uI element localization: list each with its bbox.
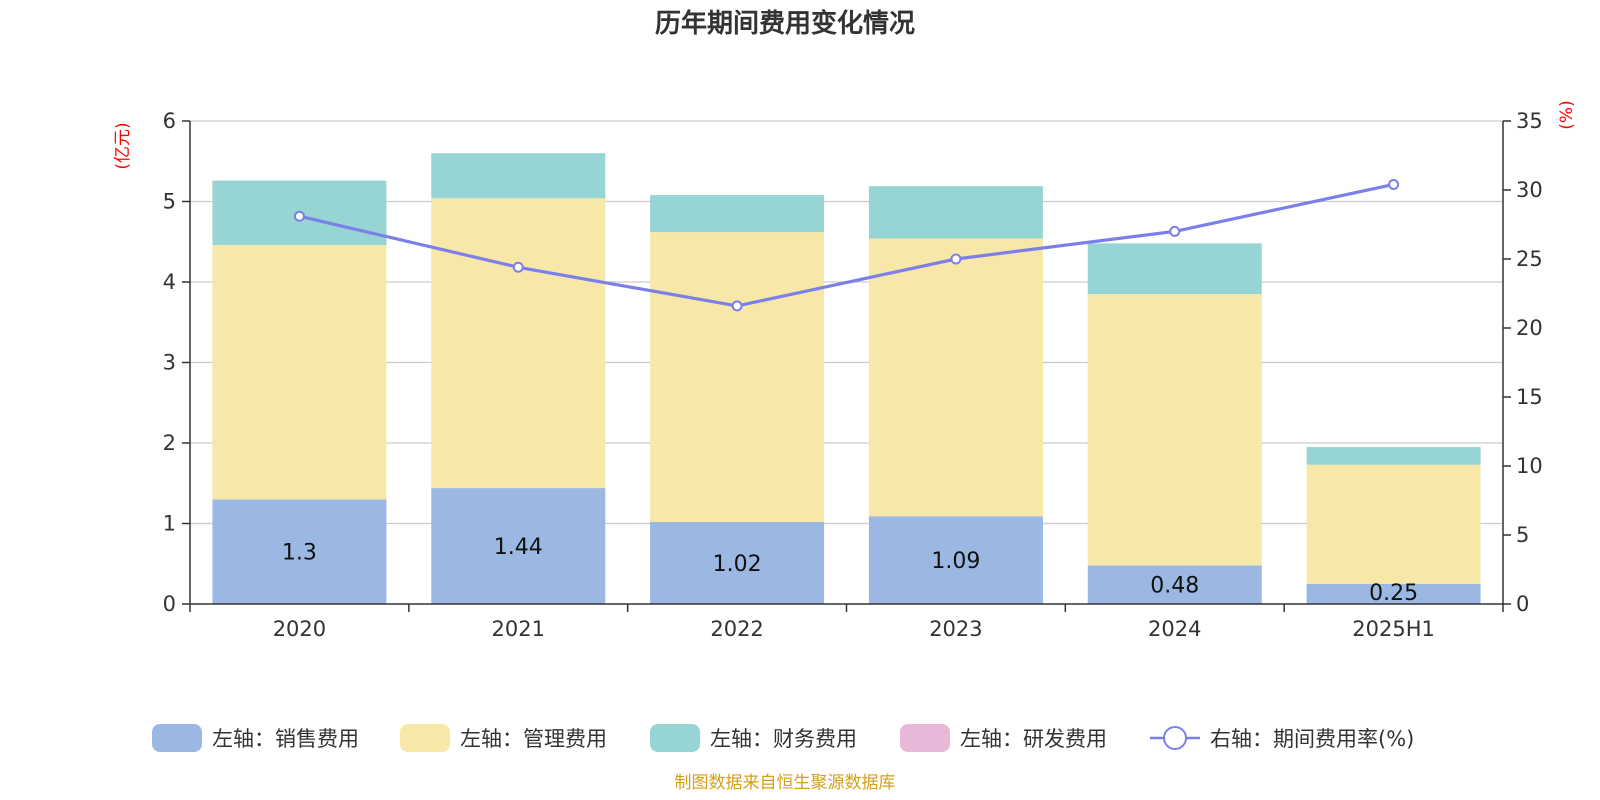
left-axis-tick-label: 5 [163,190,176,214]
legend-label: 左轴：研发费用 [960,727,1107,751]
bar-segment [650,195,825,233]
bar-segment [868,186,1043,239]
bar-segment [1306,464,1481,584]
bar-segment [431,488,606,604]
right-axis-tick-label: 0 [1516,592,1529,616]
right-axis-tick-label: 25 [1516,247,1543,271]
left-axis-tick-label: 4 [163,270,176,294]
left-axis-tick-label: 0 [163,592,176,616]
right-axis-tick-label: 20 [1516,316,1543,340]
left-axis-tick-label: 3 [163,351,176,375]
legend-label: 左轴：管理费用 [460,727,607,751]
legend-label: 左轴：销售费用 [212,727,359,751]
bar-data-label: 0.25 [1369,581,1418,606]
rate-line [299,182,1394,308]
bar-label-layer: 1.3 1.44 1.02 1.09 0.48 0.25 [282,535,1418,606]
bar-segment [1087,565,1262,604]
rate-point [731,300,743,312]
rate-point [293,210,305,222]
legend-swatch [400,724,450,752]
right-axis-tick-label: 30 [1516,178,1543,202]
left-axis-tick-label: 1 [163,512,176,536]
rate-point [950,253,962,265]
bar-segment [431,198,606,489]
bar-data-label: 0.48 [1150,574,1199,599]
bar-segment [650,521,825,604]
x-axis-tick-label: 2022 [710,617,763,641]
bar-segment [212,244,387,500]
bar-segment [868,516,1043,604]
x-axis-tick-label: 2024 [1148,617,1201,641]
right-axis-tick-label: 10 [1516,454,1543,478]
bar-data-label: 1.44 [494,535,543,560]
bar-segment [431,153,606,199]
left-axis-tick-label: 2 [163,431,176,455]
x-axis-tick-label: 2021 [492,617,545,641]
legend-marker [1163,726,1187,750]
rate-point [512,261,524,273]
x-axis-tick-label: 2025H1 [1352,617,1435,641]
right-axis-tick-label: 35 [1516,109,1543,133]
source-note: 制图数据来自恒生聚源数据库 [675,773,896,793]
x-axis-tick-label: 2023 [929,617,982,641]
bar-data-label: 1.09 [931,549,980,574]
line-layer [293,178,1400,312]
rate-point [1388,178,1400,190]
right-axis-tick-label: 15 [1516,385,1543,409]
axes: 0 1 2 3 4 5 6 0 5 10 15 20 25 30 35 2020 2021 2022 2023 202… [163,109,1543,641]
bar-segment [650,232,825,522]
legend-swatch [650,724,700,752]
legend-label: 左轴：财务费用 [710,727,857,751]
bar-segment [1306,447,1481,465]
chart-title: 历年期间费用变化情况 [655,8,915,39]
left-axis-tick-label: 6 [163,109,176,133]
bar-segment [868,238,1043,517]
right-axis-unit-label: (%) [1557,100,1577,129]
legend: 左轴：销售费用 左轴：管理费用 左轴：财务费用 左轴：研发费用 右轴：期间费用率(%) [152,724,1414,752]
bar-segment [212,499,387,604]
bar-segment [1087,294,1262,566]
legend-swatch [152,724,202,752]
bar-data-label: 1.3 [282,541,317,566]
x-axis-tick-label: 2020 [273,617,326,641]
legend-swatch [900,724,950,752]
legend-label: 右轴：期间费用率(%) [1210,727,1414,751]
bar-segment [1306,583,1481,604]
grid-lines [190,120,1503,525]
bar-layer [212,153,1481,604]
bar-data-label: 1.02 [713,552,762,577]
right-axis-tick-label: 5 [1516,523,1529,547]
rate-point [1169,225,1181,237]
bar-segment [1087,243,1262,295]
left-axis-unit-label: (亿元) [113,122,133,169]
